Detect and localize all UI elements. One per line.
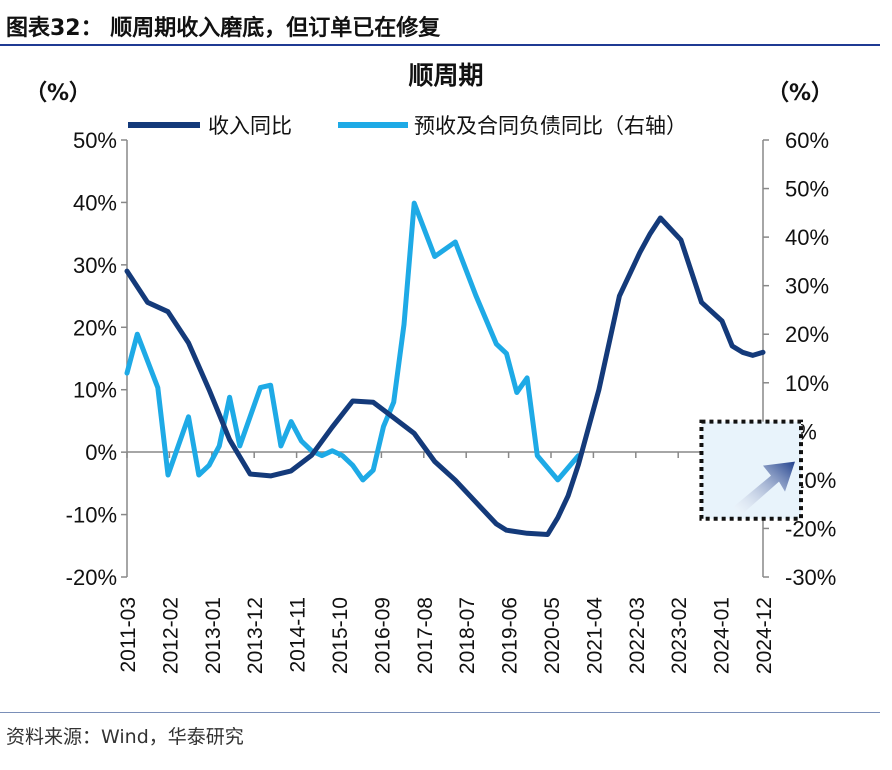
legend-label-advance: 预收及合同负债同比（右轴） — [414, 114, 687, 138]
x-tick-label: 2024-01 — [711, 597, 734, 674]
right-tick-label: -30% — [785, 565, 836, 590]
x-tick-label: 2013-01 — [202, 597, 225, 674]
x-tick-label: 2018-07 — [456, 597, 479, 674]
top-rule — [0, 44, 880, 46]
right-tick-label: 20% — [785, 322, 829, 347]
right-axis-unit: （%） — [767, 81, 833, 106]
series-line-advance — [124, 200, 581, 483]
left-tick-label: 10% — [73, 378, 117, 403]
source-note: 资料来源：Wind，华泰研究 — [6, 726, 244, 748]
highlight-box — [699, 419, 803, 521]
left-tick-label: 50% — [73, 128, 117, 153]
figure-title: 图表32： 顺周期收入磨底，但订单已在修复 — [6, 16, 441, 41]
x-tick-label: 2017-08 — [414, 597, 437, 674]
left-tick-label: 30% — [73, 253, 117, 278]
trend-arrow — [733, 461, 795, 515]
x-tick-label: 2016-09 — [371, 597, 394, 674]
x-tick-label: 2019-06 — [499, 597, 522, 674]
x-tick-label: 2021-04 — [583, 597, 606, 674]
x-tick-label: 2013-12 — [244, 597, 267, 674]
right-tick-label: 30% — [785, 274, 829, 299]
left-tick-label: -10% — [66, 503, 117, 528]
right-tick-label: 40% — [785, 225, 829, 250]
right-tick-label: 60% — [785, 128, 829, 153]
x-tick-label: 2011-03 — [117, 597, 140, 673]
x-tick-label: 2015-10 — [329, 597, 352, 674]
right-tick-label: 50% — [785, 177, 829, 202]
series-line-revenue — [124, 215, 766, 537]
x-tick-label: 2022-03 — [626, 597, 649, 674]
bottom-rule — [0, 712, 880, 713]
left-tick-label: 20% — [73, 315, 117, 340]
x-tick-label: 2014-11 — [287, 597, 310, 673]
left-tick-label: -20% — [66, 565, 117, 590]
left-tick-label: 40% — [73, 190, 117, 215]
left-axis-unit: （%） — [25, 81, 91, 106]
series-lines — [124, 200, 766, 537]
legend: 收入同比 预收及合同负债同比（右轴） — [128, 114, 687, 138]
legend-label-revenue: 收入同比 — [208, 114, 292, 138]
x-tick-label: 2023-02 — [668, 597, 691, 674]
chart-title: 顺周期 — [408, 61, 483, 90]
right-tick-label: 10% — [785, 371, 829, 396]
left-tick-label: 0% — [85, 440, 117, 465]
x-tick-label: 2012-02 — [159, 597, 182, 674]
right-tick-label: -20% — [785, 516, 836, 541]
x-tick-label: 2024-12 — [753, 597, 776, 674]
x-tick-label: 2020-05 — [541, 597, 564, 674]
axes: 50% 40% 30% 20% 10% 0% -10% -20% 60% 50% 40% 30% 20%… — [66, 128, 837, 674]
